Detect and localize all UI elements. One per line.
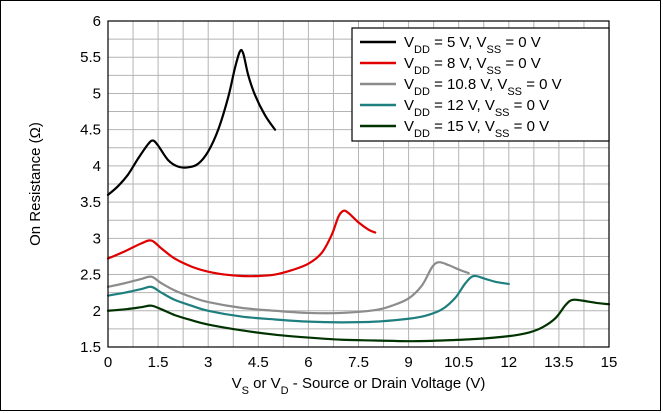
legend-entry-vdd-12v: VDD = 12 V, VSS = 0 V xyxy=(404,97,549,119)
x-tick-label: 9 xyxy=(404,354,412,371)
y-tick-label: 1.5 xyxy=(80,339,101,356)
x-tick-label: 4.5 xyxy=(248,354,269,371)
x-tick-label: 6 xyxy=(304,354,312,371)
x-tick-label: 0 xyxy=(104,354,112,371)
legend-entry-vdd-5v: VDD = 5 V, VSS = 0 V xyxy=(404,34,541,56)
x-tick-label: 15 xyxy=(601,354,618,371)
series-line-vdd-5v xyxy=(106,48,277,196)
y-tick-label: 4.5 xyxy=(80,122,101,139)
x-tick-labels: 0 1.5 3 4.5 6 7.5 9 10.5 12 13.5 15 xyxy=(104,354,618,371)
legend-entry-vdd-15v: VDD = 15 V, VSS = 0 V xyxy=(404,118,549,140)
y-tick-label: 4 xyxy=(93,158,101,175)
y-tick-labels: 1.5 2 2.5 3 3.5 4 4.5 5 5.5 6 xyxy=(80,13,101,356)
series-line-vdd-15v xyxy=(106,298,611,343)
x-axis-label: VS or VD - Source or Drain Voltage (V) xyxy=(232,375,486,397)
x-tick-label: 12 xyxy=(500,354,517,371)
y-axis-label: On Resistance (Ω) xyxy=(27,122,44,246)
x-tick-label: 3 xyxy=(204,354,212,371)
series-line-vdd-10-8v xyxy=(106,261,470,315)
legend-entry-vdd-10-8v: VDD = 10.8 V, VSS = 0 V xyxy=(404,76,562,98)
x-tick-label: 7.5 xyxy=(348,354,369,371)
plot-border xyxy=(107,20,610,348)
y-tick-label: 2 xyxy=(93,303,101,320)
y-tick-label: 2.5 xyxy=(80,267,101,284)
x-tick-label: 10.5 xyxy=(444,354,473,371)
series-lines xyxy=(106,48,611,343)
y-tick-label: 5.5 xyxy=(80,49,101,66)
y-tick-label: 6 xyxy=(93,13,101,30)
y-tick-label: 3 xyxy=(93,230,101,247)
x-tick-label: 13.5 xyxy=(544,354,573,371)
x-tick-label: 1.5 xyxy=(148,354,169,371)
y-tick-label: 5 xyxy=(93,85,101,102)
y-tick-label: 3.5 xyxy=(80,194,101,211)
legend-entry-vdd-8v: VDD = 8 V, VSS = 0 V xyxy=(404,55,541,77)
series-line-vdd-8v xyxy=(106,209,377,278)
series-line-vdd-12v xyxy=(106,274,510,324)
